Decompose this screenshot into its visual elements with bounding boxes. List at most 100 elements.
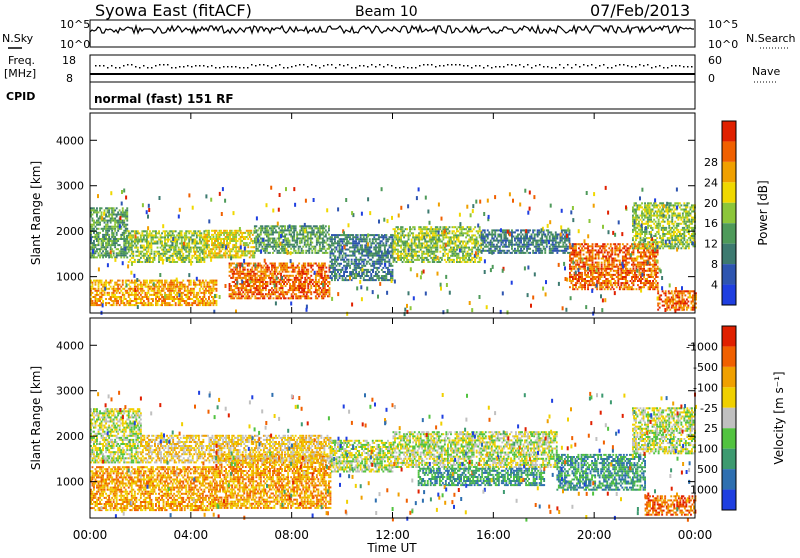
nave-point bbox=[579, 66, 581, 68]
heatmap-cell bbox=[241, 240, 243, 242]
nave-point bbox=[439, 65, 441, 67]
heatmap-cell bbox=[92, 292, 94, 294]
heatmap-cell bbox=[164, 241, 166, 243]
heatmap-cell bbox=[370, 273, 372, 275]
nave-point bbox=[539, 64, 541, 66]
heatmap-cell bbox=[526, 250, 528, 252]
heatmap-cell bbox=[312, 279, 314, 281]
heatmap-cell bbox=[188, 257, 190, 259]
heatmap-cell bbox=[96, 214, 98, 216]
heatmap-cell bbox=[499, 248, 501, 250]
heatmap-cell bbox=[430, 249, 432, 251]
heatmap-cell bbox=[249, 236, 251, 238]
nave-point bbox=[499, 66, 501, 68]
heatmap-cell bbox=[266, 248, 268, 250]
heatmap-cell bbox=[182, 255, 184, 257]
nave-point bbox=[135, 66, 137, 68]
heatmap-cell bbox=[485, 240, 487, 242]
freq-unit: [MHz] bbox=[4, 67, 36, 80]
nave-point bbox=[567, 64, 569, 66]
heatmap-cell bbox=[235, 295, 237, 297]
heatmap-cell bbox=[450, 239, 452, 241]
heatmap-cell bbox=[284, 246, 286, 248]
nave-point bbox=[627, 65, 629, 67]
heatmap-cell bbox=[230, 265, 232, 267]
heatmap-cell bbox=[342, 242, 344, 244]
heatmap-cell bbox=[480, 247, 482, 249]
heatmap-cell bbox=[400, 247, 402, 249]
heatmap-cell bbox=[325, 225, 327, 227]
heatmap-cell bbox=[307, 295, 309, 297]
nave-point bbox=[507, 64, 509, 66]
heatmap-cell bbox=[102, 256, 104, 258]
heatmap-cell bbox=[126, 290, 128, 292]
heatmap-cell bbox=[253, 246, 255, 248]
nave-point bbox=[635, 66, 637, 68]
heatmap-cell bbox=[154, 290, 156, 292]
heatmap-cell bbox=[439, 228, 441, 230]
heatmap-cell bbox=[105, 280, 107, 282]
heatmap-cell bbox=[360, 263, 362, 265]
heatmap-cell bbox=[318, 295, 320, 297]
heatmap-cell bbox=[268, 225, 270, 227]
heatmap-cell bbox=[310, 244, 312, 246]
heatmap-cell bbox=[105, 248, 107, 250]
nave-point bbox=[259, 64, 261, 66]
heatmap-cell bbox=[249, 234, 251, 236]
nave-point bbox=[95, 65, 97, 67]
heatmap-cell bbox=[298, 248, 300, 250]
heatmap-cell bbox=[169, 259, 171, 261]
heatmap-cell bbox=[328, 229, 330, 231]
heatmap-cell bbox=[93, 242, 95, 244]
nsearch-bottom-tick: 10^0 bbox=[708, 38, 738, 51]
heatmap-cell bbox=[95, 288, 97, 290]
heatmap-cell bbox=[254, 275, 256, 277]
heatmap-cell bbox=[273, 289, 275, 291]
heatmap-cell bbox=[151, 241, 153, 243]
heatmap-cell bbox=[148, 284, 150, 286]
heatmap-cell bbox=[208, 296, 210, 298]
heatmap-cell bbox=[120, 236, 122, 238]
nave-point bbox=[527, 64, 529, 66]
heatmap-cell bbox=[310, 263, 312, 265]
heatmap-cell bbox=[303, 269, 305, 271]
heatmap-cell bbox=[236, 285, 238, 287]
heatmap-cell bbox=[385, 244, 387, 246]
heatmap-cell bbox=[188, 255, 190, 257]
heatmap-cell bbox=[108, 236, 110, 238]
heatmap-cell bbox=[307, 285, 309, 287]
heatmap-cell bbox=[208, 244, 210, 246]
heatmap-cell bbox=[324, 285, 326, 287]
heatmap-cell bbox=[474, 261, 476, 263]
heatmap-cell bbox=[137, 247, 139, 249]
heatmap-cell bbox=[358, 251, 360, 253]
heatmap-cell bbox=[375, 240, 377, 242]
heatmap-cell bbox=[93, 220, 95, 222]
heatmap-cell bbox=[119, 284, 121, 286]
cpid-panel: CPID normal (fast) 151 RF bbox=[6, 82, 695, 109]
heatmap-cell bbox=[200, 284, 202, 286]
heatmap-cell bbox=[295, 225, 297, 227]
heatmap-cell bbox=[98, 242, 100, 244]
heatmap-cell bbox=[334, 271, 336, 273]
heatmap-cell bbox=[481, 252, 483, 254]
heatmap-cell bbox=[253, 285, 255, 287]
heatmap-cell bbox=[339, 273, 341, 275]
heatmap-cell bbox=[163, 288, 165, 290]
heatmap-cell bbox=[123, 236, 125, 238]
heatmap-cell bbox=[92, 282, 94, 284]
heatmap-cell bbox=[111, 230, 113, 232]
heatmap-cell bbox=[161, 243, 163, 245]
heatmap-cell bbox=[323, 248, 325, 250]
heatmap-cell bbox=[240, 256, 242, 258]
heatmap-cell bbox=[477, 232, 479, 234]
heatmap-cell bbox=[502, 242, 504, 244]
heatmap-cell bbox=[117, 286, 119, 288]
heatmap-cell bbox=[464, 259, 466, 261]
heatmap-cell bbox=[140, 236, 142, 238]
heatmap-cell bbox=[236, 269, 238, 271]
heatmap-cell bbox=[400, 239, 402, 241]
heatmap-cell bbox=[294, 285, 296, 287]
heatmap-cell bbox=[493, 238, 495, 240]
heatmap-cell bbox=[244, 267, 246, 269]
